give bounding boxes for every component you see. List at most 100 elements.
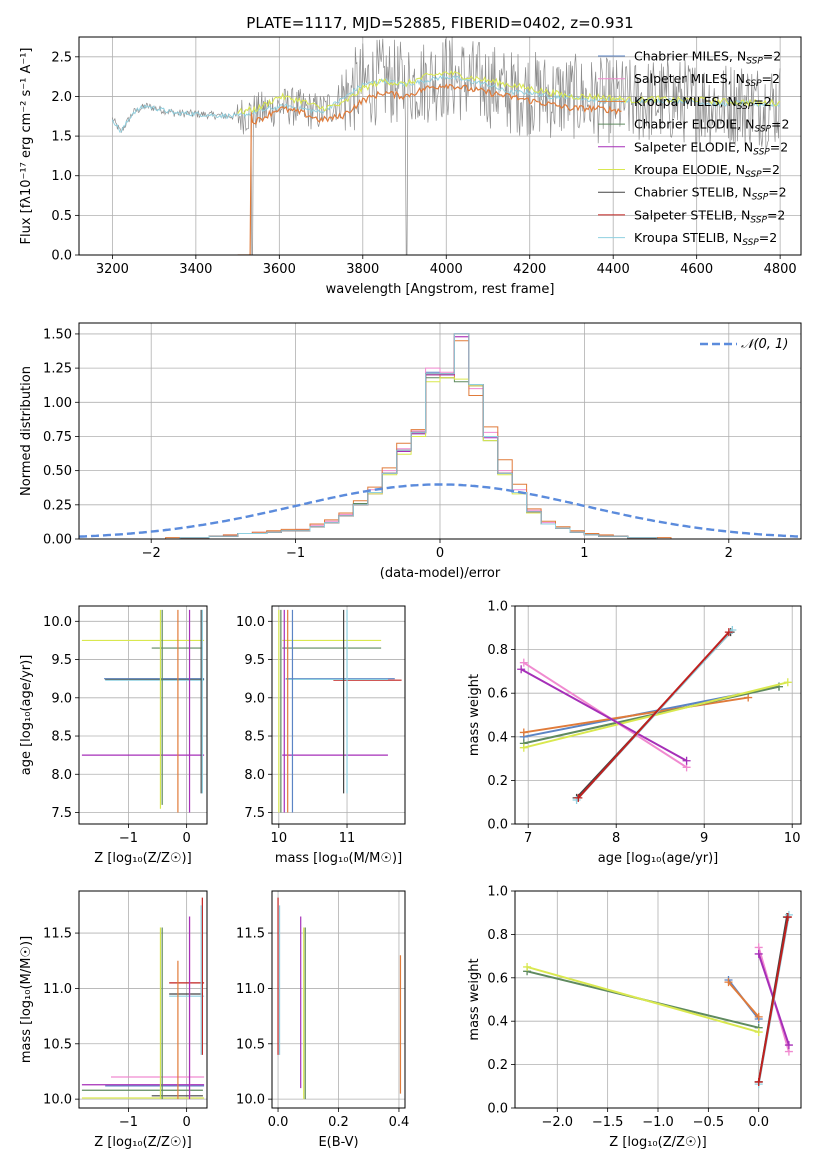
figure-title: PLATE=1117, MJD=52885, FIBERID=0402, z=0… [246, 14, 633, 32]
y-tick-label: 8.0 [244, 768, 265, 783]
x-tick-label: 11 [339, 831, 356, 846]
y-tick-label: 8.5 [244, 730, 265, 745]
y-tick-label: 10.0 [236, 615, 265, 630]
axes-frame [78, 36, 802, 256]
x-tick-label: −1 [119, 1115, 138, 1130]
y-tick-label: 0.50 [43, 464, 72, 479]
x-tick-label: 1 [580, 546, 588, 561]
x-tick-label: 4200 [513, 262, 546, 277]
age_vs_z-plot [81, 609, 205, 813]
legend-label: 𝒩(0, 1) [741, 337, 788, 352]
weight-marker [783, 913, 792, 922]
y-tick-label: 1.50 [43, 327, 72, 342]
normal-curve [79, 483, 801, 538]
y-tick-label: 8.0 [51, 768, 72, 783]
spectrum-panel: 3200 3400 3600 3800 4000 4200 4400 4600 4800 0.0 0… [19, 36, 802, 297]
weight-marker [754, 949, 763, 958]
axes-frame [271, 890, 406, 1109]
y-tick-label: 1.25 [43, 362, 72, 377]
x-tick-label: −0.5 [693, 1115, 725, 1130]
y-tick-label: 10.0 [236, 1093, 265, 1108]
y-tick-label: 0.25 [43, 498, 72, 513]
y-tick-label: 7.5 [51, 806, 72, 821]
panels: 3200 3400 3600 3800 4000 4200 4400 4600 48000.00… [19, 36, 802, 1150]
kroupa-stelib-model-line [111, 75, 781, 133]
legend-label: Chabrier ELODIE, NSSP=2 [634, 117, 789, 135]
x-tick-label: 0.0 [268, 1115, 289, 1130]
weight-line-kroupa_elodie [526, 965, 759, 1034]
x-tick-label: −1.0 [642, 1115, 674, 1130]
residuals-panel: −2 −1 0 1 2 0.00 0.25 0.50 0.75 1.00 1.25 1.50 (data… [19, 322, 802, 581]
y-tick-label: 0.2 [487, 1058, 508, 1073]
weight-marker [784, 1041, 793, 1050]
weight-marker [724, 628, 733, 637]
legend-label: Salpeter STELIB, NSSP=2 [634, 207, 785, 225]
axes-frame [514, 605, 802, 825]
y-tick-label: 10.5 [236, 1037, 265, 1052]
weight-line-kroupa_miles [727, 981, 760, 1018]
weight-line-salpeter_elodie [520, 668, 688, 762]
weight-marker [574, 793, 583, 802]
y-tick-label: 0.6 [487, 687, 508, 702]
y-tick-label: 11.0 [236, 982, 265, 997]
y-tick-label: 0.0 [51, 249, 72, 264]
x-tick-label: 0.0 [748, 1115, 769, 1130]
x-axis-label: wavelength [Angstrom, rest frame] [326, 282, 555, 297]
weight-marker [754, 1012, 763, 1021]
age_vs_mass-plot [278, 609, 402, 813]
histogram-step-kroupa_stelib [79, 333, 801, 539]
age_vs_z-panel: −1 0 7.5 8.0 8.5 9.0 9.5 10.0 Z [log₁₀(Z/Z☉)] age… [19, 605, 208, 866]
residuals-plot [79, 333, 801, 539]
y-axis-label: Normed distribution [19, 366, 34, 496]
y-tick-label: 1.5 [51, 130, 72, 145]
legend-label: Kroupa MILES, NSSP=2 [634, 94, 772, 112]
y-tick-label: 7.5 [244, 806, 265, 821]
age_vs_mass-panel: 10 11 7.5 8.0 8.5 9.0 9.5 10.0 mass [log₁₀(M/M☉)… [236, 605, 406, 866]
y-tick-label: 0.8 [487, 643, 508, 658]
x-tick-label: 10 [271, 831, 288, 846]
weight-line-salpeter_stelib [757, 916, 789, 1083]
x-tick-label: 4000 [430, 262, 463, 277]
y-tick-label: 11.0 [43, 982, 72, 997]
x-tick-label: 4800 [764, 262, 797, 277]
spectrum-plot [111, 37, 781, 255]
weight-marker [519, 743, 528, 752]
y-tick-label: 9.5 [244, 653, 265, 668]
y-axis-label: mass weight [467, 674, 482, 756]
x-tick-label: −1.5 [592, 1115, 624, 1130]
y-tick-label: 9.0 [51, 691, 72, 706]
mass_vs_ebv-panel: 0.0 0.2 0.4 10.0 10.5 11.0 11.5 E(B-V) [236, 890, 409, 1150]
x-tick-label: 0.2 [328, 1115, 349, 1130]
x-axis-label: E(B-V) [318, 1135, 358, 1150]
spectrum-legend: Chabrier MILES, NSSP=2 Salpeter MILES, NS… [598, 49, 789, 248]
weight_vs_z-panel: −2.0 −1.5 −1.0 −0.5 0.0 0.0 0.2 0.4 0.6 0.8 1.0 Z [… [467, 885, 802, 1150]
y-tick-label: 9.0 [244, 691, 265, 706]
y-tick-label: 11.5 [43, 927, 72, 942]
y-tick-label: 0.2 [487, 774, 508, 789]
y-tick-label: 0.0 [487, 1102, 508, 1117]
legend-label: Kroupa ELODIE, NSSP=2 [634, 162, 780, 180]
x-axis-label: Z [log₁₀(Z/Z☉)] [94, 851, 191, 866]
weight-line-chabrier_elodie [523, 685, 780, 745]
y-axis-label: mass weight [467, 958, 482, 1040]
weight-line-salpeter_stelib [577, 631, 730, 799]
weight-marker [519, 658, 528, 667]
legend-label: Kroupa STELIB, NSSP=2 [634, 230, 777, 248]
weight_vs_age-plot [517, 625, 792, 805]
legend-label: Chabrier STELIB, NSSP=2 [634, 185, 787, 203]
y-tick-label: 0.0 [487, 818, 508, 833]
weight-marker [783, 678, 792, 687]
y-tick-label: 10.5 [43, 1037, 72, 1052]
x-tick-label: 3600 [263, 262, 296, 277]
y-tick-label: 1.0 [487, 885, 508, 900]
x-tick-label: 4600 [680, 262, 713, 277]
weight-marker [523, 962, 532, 971]
x-tick-label: 3400 [179, 262, 212, 277]
kroupa-elodie-model-line [237, 70, 781, 114]
x-tick-label: 10 [784, 831, 801, 846]
x-axis-label: Z [log₁₀(Z/Z☉)] [609, 1135, 706, 1150]
weight_vs_age-panel: 7 8 9 10 0.0 0.2 0.4 0.6 0.8 1.0 age [log₁₀(age/yr… [467, 600, 802, 866]
y-axis-label: age [log₁₀(age/yr)] [19, 655, 34, 776]
y-axis-label: mass [log₁₀(M/M☉)] [19, 936, 34, 1063]
